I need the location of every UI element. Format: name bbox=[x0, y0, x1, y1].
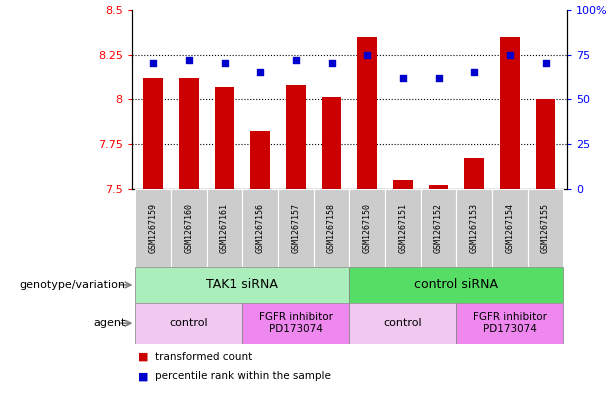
Text: GSM1267156: GSM1267156 bbox=[256, 203, 265, 253]
Bar bbox=[215, 87, 234, 189]
Text: GSM1267150: GSM1267150 bbox=[363, 203, 371, 253]
Bar bbox=[135, 189, 171, 267]
Bar bbox=[251, 131, 270, 189]
Text: GSM1267155: GSM1267155 bbox=[541, 203, 550, 253]
Point bbox=[219, 60, 229, 66]
Bar bbox=[242, 303, 349, 344]
Bar bbox=[349, 267, 563, 303]
Bar bbox=[135, 303, 242, 344]
Bar bbox=[322, 97, 341, 189]
Bar bbox=[465, 158, 484, 189]
Bar bbox=[457, 303, 563, 344]
Bar bbox=[536, 99, 555, 189]
Text: percentile rank within the sample: percentile rank within the sample bbox=[155, 371, 331, 382]
Text: FGFR inhibitor
PD173074: FGFR inhibitor PD173074 bbox=[473, 312, 547, 334]
Point bbox=[291, 57, 301, 63]
Point bbox=[256, 69, 265, 75]
Text: GSM1267151: GSM1267151 bbox=[398, 203, 408, 253]
Text: GSM1267154: GSM1267154 bbox=[506, 203, 514, 253]
Bar bbox=[278, 189, 314, 267]
Bar bbox=[357, 37, 377, 189]
Text: ■: ■ bbox=[138, 371, 148, 382]
Bar bbox=[242, 189, 278, 267]
Text: agent: agent bbox=[93, 318, 126, 328]
Bar bbox=[393, 180, 413, 189]
Bar bbox=[349, 189, 385, 267]
Point bbox=[541, 60, 550, 66]
Text: TAK1 siRNA: TAK1 siRNA bbox=[207, 278, 278, 292]
Text: control: control bbox=[384, 318, 422, 328]
Point bbox=[184, 57, 194, 63]
Bar bbox=[428, 185, 448, 189]
Bar bbox=[286, 85, 306, 189]
Text: ■: ■ bbox=[138, 351, 148, 362]
Point bbox=[327, 60, 337, 66]
Text: GSM1267161: GSM1267161 bbox=[220, 203, 229, 253]
Bar bbox=[528, 189, 563, 267]
Bar bbox=[421, 189, 457, 267]
Bar bbox=[492, 189, 528, 267]
Bar bbox=[143, 78, 163, 189]
Text: control siRNA: control siRNA bbox=[414, 278, 498, 292]
Point bbox=[433, 75, 443, 81]
Text: GSM1267159: GSM1267159 bbox=[149, 203, 158, 253]
Bar bbox=[171, 189, 207, 267]
Bar bbox=[314, 189, 349, 267]
Text: genotype/variation: genotype/variation bbox=[20, 280, 126, 290]
Bar bbox=[349, 303, 457, 344]
Text: GSM1267157: GSM1267157 bbox=[291, 203, 300, 253]
Text: GSM1267153: GSM1267153 bbox=[470, 203, 479, 253]
Text: GSM1267160: GSM1267160 bbox=[185, 203, 193, 253]
Point bbox=[362, 51, 372, 58]
Bar bbox=[500, 37, 520, 189]
Bar bbox=[179, 78, 199, 189]
Bar bbox=[457, 189, 492, 267]
Text: GSM1267158: GSM1267158 bbox=[327, 203, 336, 253]
Point bbox=[505, 51, 515, 58]
Point bbox=[398, 75, 408, 81]
Bar bbox=[385, 189, 421, 267]
Text: FGFR inhibitor
PD173074: FGFR inhibitor PD173074 bbox=[259, 312, 333, 334]
Text: control: control bbox=[170, 318, 208, 328]
Point bbox=[470, 69, 479, 75]
Point bbox=[148, 60, 158, 66]
Bar bbox=[135, 267, 349, 303]
Bar bbox=[207, 189, 242, 267]
Text: GSM1267152: GSM1267152 bbox=[434, 203, 443, 253]
Text: transformed count: transformed count bbox=[155, 351, 253, 362]
